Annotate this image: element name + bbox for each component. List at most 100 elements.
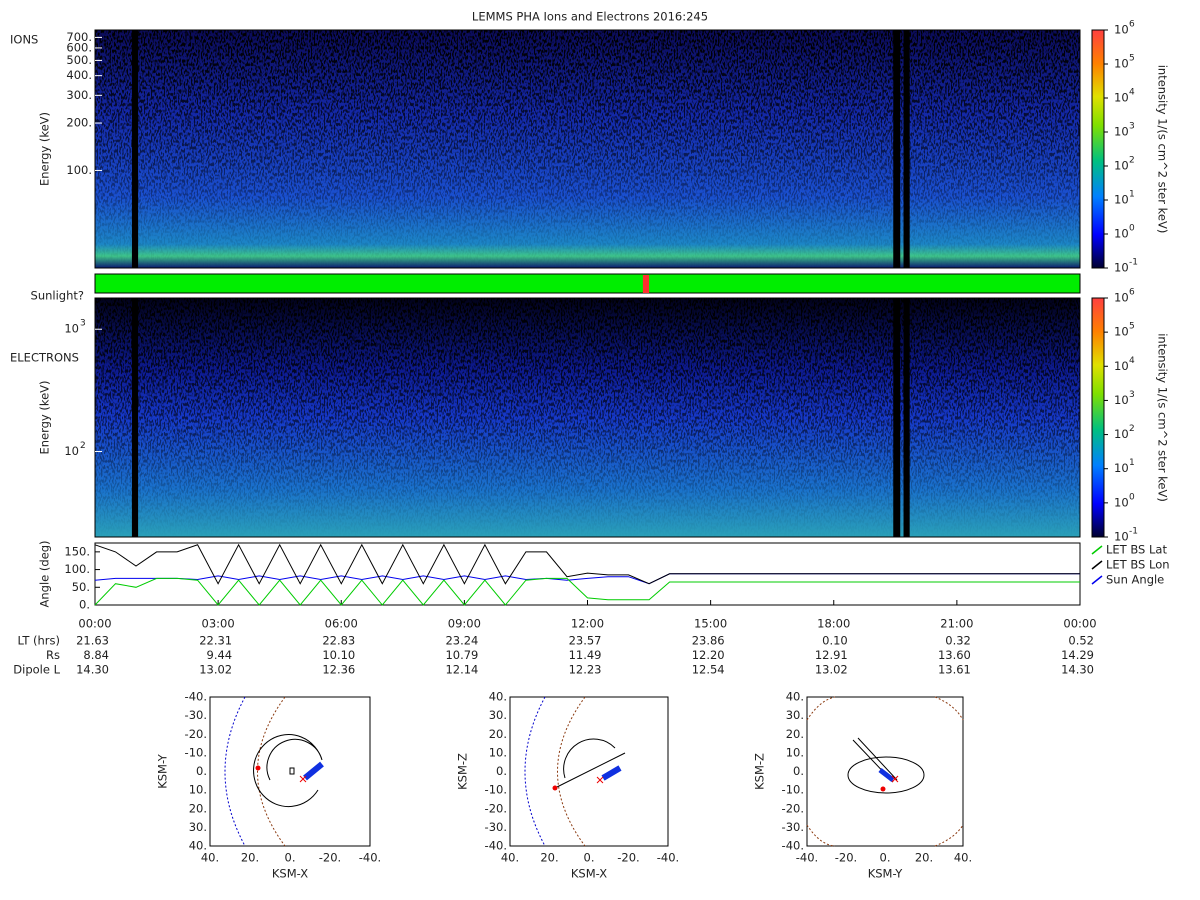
- plot-frame: [94, 29, 1081, 269]
- tick-exponent: 2: [1129, 156, 1135, 166]
- row-value: 23.86: [692, 634, 725, 648]
- orbit-y-tick-label: -30.: [485, 820, 507, 834]
- tick-exponent: 5: [1129, 54, 1135, 64]
- tick-label: 300.: [66, 88, 92, 102]
- row-value: 12.23: [569, 663, 602, 677]
- row-label: Rs: [46, 648, 60, 662]
- orbit-x-tick-label: -40.: [657, 851, 679, 865]
- orbit-x-tick-label: 20.: [915, 851, 933, 865]
- orbit-y-tick-label: 20.: [786, 727, 804, 741]
- data-gap: [131, 30, 139, 268]
- tick-label: 10: [1114, 227, 1129, 241]
- legend-label: Sun Angle: [1106, 573, 1164, 587]
- orbit-y-tick-label: 0.: [793, 764, 804, 778]
- tick-label: 10: [1114, 393, 1129, 407]
- x-tick-label: 00:00: [1063, 617, 1096, 631]
- colorbar: [1091, 29, 1105, 269]
- tick-exponent: 1: [1129, 190, 1135, 200]
- tick-label: 600.: [66, 40, 92, 54]
- orbit-x-label: KSM-X: [272, 867, 308, 881]
- y-axis-label: Energy (keV): [38, 112, 52, 186]
- orbit-x-tick-label: 40.: [954, 851, 972, 865]
- data-gap: [131, 298, 139, 537]
- x-tick-label: 03:00: [202, 617, 235, 631]
- x-tick-label: 09:00: [448, 617, 481, 631]
- row-value: 0.10: [822, 634, 848, 648]
- orbit-y-tick-label: -30.: [782, 820, 804, 834]
- legend-label: LET BS Lat: [1106, 543, 1167, 557]
- orbit-y-tick-label: 40.: [786, 690, 804, 704]
- orbit-y-tick-label: 30.: [189, 820, 207, 834]
- tick-exponent: -1: [1129, 258, 1138, 268]
- panel-name: ELECTRONS: [10, 351, 79, 365]
- panel-name: IONS: [10, 33, 38, 47]
- orbit-x-tick-label: 0.: [584, 851, 595, 865]
- tick-exponent: 6: [1129, 20, 1135, 30]
- row-value: 14.30: [1061, 663, 1094, 677]
- tick-exponent: 3: [1129, 390, 1135, 400]
- orbit-x-label: KSM-X: [571, 867, 607, 881]
- data-gap: [893, 30, 901, 268]
- x-tick-label: 21:00: [940, 617, 973, 631]
- orbit-y-tick-label: -10.: [485, 783, 507, 797]
- tick-label: 10: [1114, 193, 1129, 207]
- series-line: [94, 543, 1080, 585]
- orbit-x-tick-label: -20.: [617, 851, 639, 865]
- row-value: 12.14: [445, 663, 478, 677]
- legend-swatch: [1091, 575, 1103, 585]
- tick-label: 10: [64, 444, 79, 458]
- orbit-plot: [509, 696, 669, 847]
- tick-exponent: 6: [1129, 288, 1135, 298]
- row-label: LT (hrs): [18, 634, 61, 648]
- tick-exponent: 3: [1129, 122, 1135, 132]
- tick-label: 10: [1114, 427, 1129, 441]
- orbit-y-tick-label: -10.: [782, 783, 804, 797]
- plot-frame: [94, 297, 1081, 538]
- row-value: 13.61: [938, 663, 971, 677]
- y-tick-label: 0.: [79, 598, 90, 612]
- flag-label: Sunlight?: [31, 289, 84, 303]
- legend-swatch: [1091, 545, 1103, 555]
- row-value: 12.20: [692, 648, 725, 662]
- x-tick-label: 18:00: [817, 617, 850, 631]
- tick-label: 200.: [66, 116, 92, 130]
- row-value: 11.49: [569, 648, 602, 662]
- colorbar-label: intensity 1/(s cm^2 ster keV): [1156, 333, 1170, 502]
- row-value: 13.02: [199, 663, 232, 677]
- row-label: Dipole L: [13, 663, 60, 677]
- tick-exponent: 0: [1129, 224, 1135, 234]
- row-value: 9.44: [207, 648, 233, 662]
- tick-exponent: 4: [1129, 356, 1135, 366]
- tick-exponent: 2: [80, 441, 86, 451]
- tick-exponent: 4: [1129, 88, 1135, 98]
- row-value: 12.91: [815, 648, 848, 662]
- data-gap: [903, 30, 910, 268]
- orbit-y-label: KSM-Y: [156, 753, 170, 789]
- flag-bar: [94, 273, 1081, 294]
- tick-exponent: 3: [80, 319, 86, 329]
- orbit-y-tick-label: 10.: [786, 745, 804, 759]
- orbit-y-tick-label: -30.: [185, 708, 207, 722]
- orbit-x-tick-label: 20.: [241, 851, 259, 865]
- series-line: [94, 577, 1080, 606]
- orbit-y-tick-label: -40.: [485, 839, 507, 853]
- orbit-x-tick-label: 0.: [285, 851, 296, 865]
- y-tick-label: 100.: [64, 562, 90, 576]
- x-tick-label: 15:00: [694, 617, 727, 631]
- colorbar: [1091, 297, 1105, 538]
- tick-label: 10: [1114, 125, 1129, 139]
- title: LEMMS PHA Ions and Electrons 2016:245: [472, 10, 708, 24]
- tick-label: 10: [1114, 23, 1129, 37]
- orbit-y-tick-label: -20.: [185, 727, 207, 741]
- orbit-x-tick-label: -20.: [835, 851, 857, 865]
- orbit-x-tick-label: -40.: [796, 851, 818, 865]
- tick-label: 10: [1114, 359, 1129, 373]
- row-value: 12.36: [322, 663, 355, 677]
- legend-swatch: [1091, 560, 1103, 570]
- orbit-y-tick-label: 20.: [489, 727, 507, 741]
- orbit-y-label: KSM-Z: [456, 753, 470, 790]
- orbit-y-tick-label: 30.: [489, 708, 507, 722]
- orbit-x-tick-label: -40.: [359, 851, 381, 865]
- tick-label: 10: [1114, 261, 1129, 275]
